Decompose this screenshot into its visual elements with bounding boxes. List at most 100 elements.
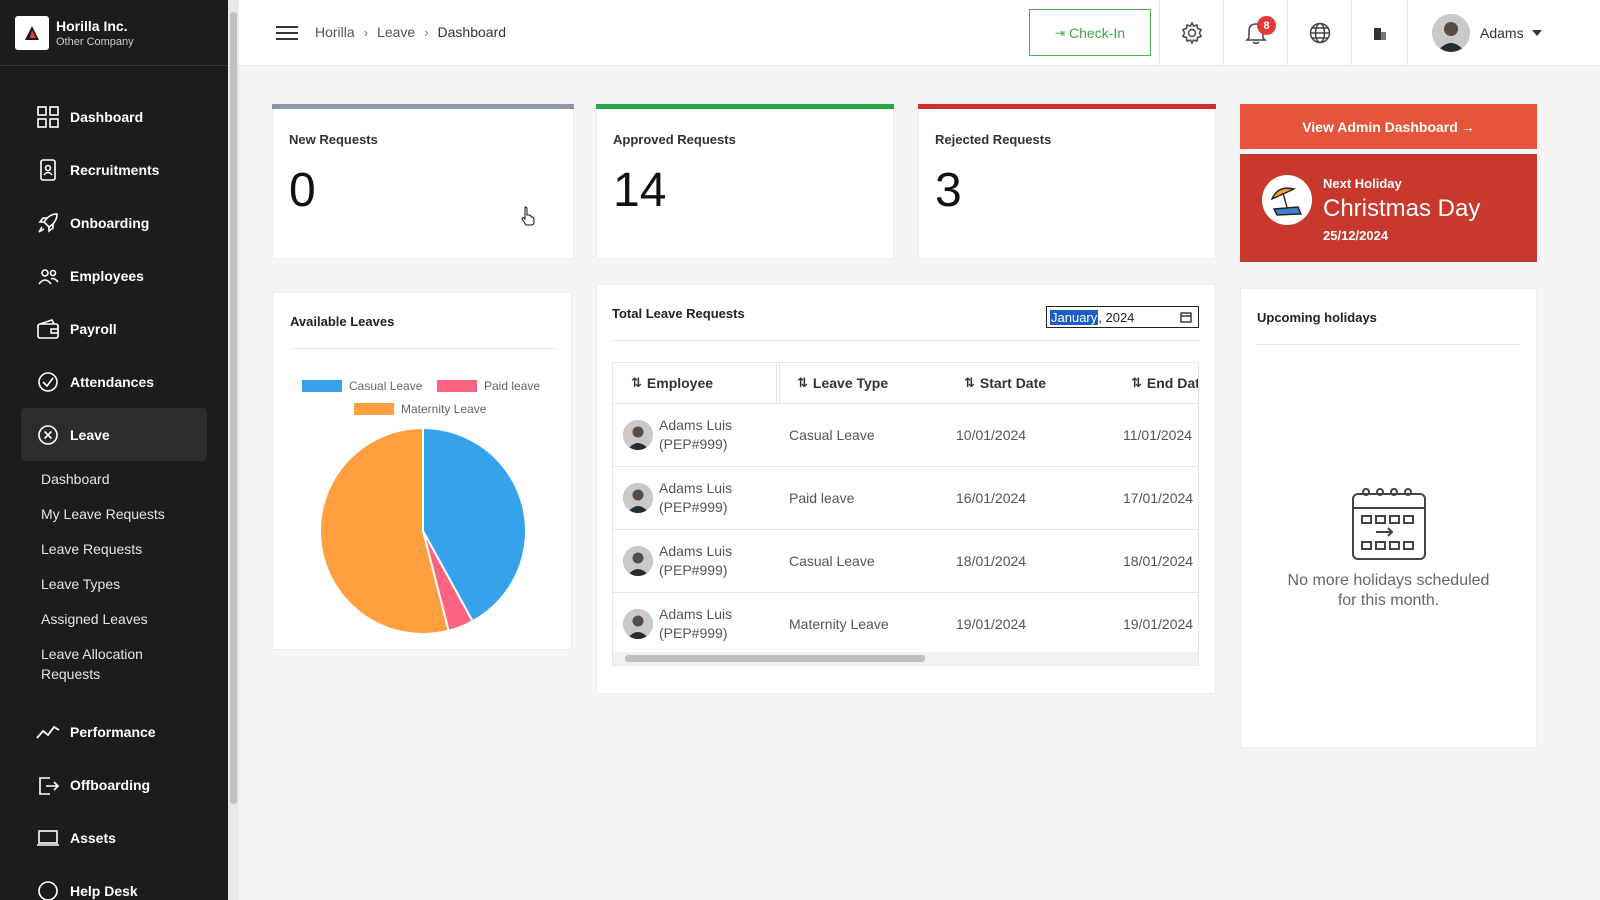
month-picker-separator: , [1098, 309, 1106, 325]
employee-cell: Adams Luis (PEP#999) [623, 530, 732, 592]
month-picker-input[interactable]: January, 2024 [1046, 306, 1199, 328]
beach-umbrella-icon [1262, 175, 1312, 225]
sidebar-item-attendances[interactable]: Attendances [0, 355, 228, 408]
leave-type-cell: Maternity Leave [789, 616, 889, 632]
no-holidays-line2: for this month. [1337, 592, 1440, 609]
sidebar-item-recruitments[interactable]: Recruitments [0, 143, 228, 196]
stat-label: Approved Requests [613, 132, 736, 147]
check-circle-icon [36, 370, 60, 394]
column-header-employee[interactable]: ⇅ Employee [631, 363, 777, 403]
employee-id: (PEP#999) [659, 562, 728, 578]
new-requests-card[interactable]: New Requests 0 [272, 104, 574, 259]
sort-icon: ⇅ [964, 375, 975, 390]
table-row[interactable]: Adams Luis (PEP#999) Maternity Leave 19/0… [613, 592, 1198, 655]
sidebar-scrollbar[interactable] [228, 0, 239, 900]
sidebar-item-employees[interactable]: Employees [0, 249, 228, 302]
sidebar-item-onboarding[interactable]: Onboarding [0, 196, 228, 249]
menu-toggle-icon[interactable] [276, 22, 298, 42]
table-horizontal-scrollbar[interactable] [613, 652, 1198, 665]
next-holiday-card: Next Holiday Christmas Day 25/12/2024 [1240, 154, 1537, 262]
sidebar-item-offboarding[interactable]: Offboarding [0, 758, 228, 811]
people-icon [36, 264, 60, 288]
available-leaves-pie-chart[interactable] [318, 426, 528, 636]
leave-subnav: Dashboard My Leave Requests Leave Reques… [0, 461, 228, 705]
sidebar-item-label: Attendances [70, 373, 155, 390]
exit-icon [36, 773, 60, 797]
divider [612, 340, 1200, 341]
user-name: Adams [1480, 25, 1524, 41]
stat-value: 3 [935, 164, 962, 217]
avatar [623, 609, 653, 639]
card-accent-bar [272, 104, 574, 109]
legend-casual[interactable]: Casual Leave [302, 379, 422, 393]
leave-type-cell: Casual Leave [789, 427, 875, 443]
language-button[interactable] [1287, 0, 1351, 66]
rejected-requests-card[interactable]: Rejected Requests 3 [918, 104, 1216, 259]
legend-maternity[interactable]: Maternity Leave [354, 402, 486, 416]
brand[interactable]: Horilla Inc. Other Company [0, 0, 228, 66]
sidebar-item-assets[interactable]: Assets [0, 811, 228, 864]
breadcrumb-current: Dashboard [437, 24, 507, 40]
globe-icon [1309, 22, 1330, 44]
sidebar-item-leave[interactable]: Leave [21, 408, 207, 461]
legend-swatch [354, 403, 394, 415]
next-holiday-label: Next Holiday [1323, 176, 1402, 191]
avatar [623, 546, 653, 576]
chevron-down-icon [1531, 30, 1542, 36]
check-in-button[interactable]: ⇥ Check-In [1029, 9, 1151, 56]
employee-name: Adams Luis [659, 606, 733, 622]
avatar [623, 483, 653, 513]
legend-swatch [302, 380, 342, 392]
user-menu[interactable]: Adams [1407, 0, 1600, 66]
subnav-leave-allocation-requests[interactable]: Leave Allocation Requests [41, 646, 143, 682]
sidebar-nav: Dashboard Recruitments Onboarding Employ… [0, 66, 228, 900]
table-row[interactable]: Adams Luis (PEP#999) Casual Leave 10/01/2… [613, 403, 1198, 466]
breadcrumb: Horilla › Leave › Dashboard [315, 24, 506, 40]
laptop-icon [36, 826, 60, 850]
sidebar-item-label: Onboarding [70, 214, 150, 231]
sidebar-item-payroll[interactable]: Payroll [0, 302, 228, 355]
sidebar-item-label: Dashboard [70, 108, 144, 125]
subnav-dashboard[interactable]: Dashboard [41, 471, 110, 487]
approved-requests-card[interactable]: Approved Requests 14 [596, 104, 894, 259]
upcoming-holidays-card [1240, 288, 1537, 748]
sidebar-item-dashboard[interactable]: Dashboard [0, 90, 228, 143]
table-scroll-thumb[interactable] [625, 655, 925, 662]
column-header-leave-type[interactable]: ⇅ Leave Type [797, 363, 888, 403]
employee-name: Adams Luis [659, 543, 733, 559]
legend-paid[interactable]: Paid leave [437, 379, 540, 393]
sidebar-item-help-desk[interactable]: Help Desk [0, 864, 228, 900]
sidebar-item-performance[interactable]: Performance [0, 705, 228, 758]
subnav-leave-requests[interactable]: Leave Requests [41, 541, 143, 557]
stat-label: Rejected Requests [935, 132, 1052, 147]
employee-cell: Adams Luis (PEP#999) [623, 404, 732, 466]
company-switch-button[interactable] [1351, 0, 1407, 66]
column-header-end-date[interactable]: ⇅ End Dat [1131, 363, 1198, 403]
subnav-my-leave-requests[interactable]: My Leave Requests [41, 506, 165, 522]
chevron-right-icon: › [424, 24, 429, 40]
column-header-start-date[interactable]: ⇅ Start Date [964, 363, 1046, 403]
sidebar-scroll-thumb[interactable] [230, 12, 237, 804]
subnav-assigned-leaves[interactable]: Assigned Leaves [41, 611, 148, 627]
start-date-cell: 18/01/2024 [956, 553, 1027, 569]
sidebar-item-label: Leave [70, 426, 110, 443]
upcoming-holidays-title: Upcoming holidays [1257, 310, 1377, 325]
check-in-label: Check-In [1069, 24, 1126, 41]
breadcrumb-leave[interactable]: Leave [377, 24, 416, 40]
subnav-leave-types[interactable]: Leave Types [41, 576, 121, 592]
table-row[interactable]: Adams Luis (PEP#999) Casual Leave 18/01/2… [613, 529, 1198, 592]
column-label: Employee [646, 375, 714, 391]
close-circle-icon [36, 423, 60, 447]
view-admin-dashboard-button[interactable]: View Admin Dashboard → [1240, 104, 1537, 149]
top-header: Horilla › Leave › Dashboard ⇥ Check-In 8 [239, 0, 1600, 66]
settings-button[interactable] [1159, 0, 1223, 66]
building-icon [1373, 28, 1386, 40]
breadcrumb-home[interactable]: Horilla [315, 24, 355, 40]
table-row[interactable]: Adams Luis (PEP#999) Paid leave 16/01/202… [613, 466, 1198, 529]
notifications-button[interactable]: 8 [1223, 0, 1287, 66]
pie-slice-casual-leave[interactable] [422, 426, 527, 623]
sidebar-item-label: Performance [70, 723, 156, 740]
pie-slice-maternity-leave[interactable] [319, 426, 450, 635]
available-leaves-title: Available Leaves [290, 314, 395, 329]
employee-name: Adams Luis [659, 480, 733, 496]
